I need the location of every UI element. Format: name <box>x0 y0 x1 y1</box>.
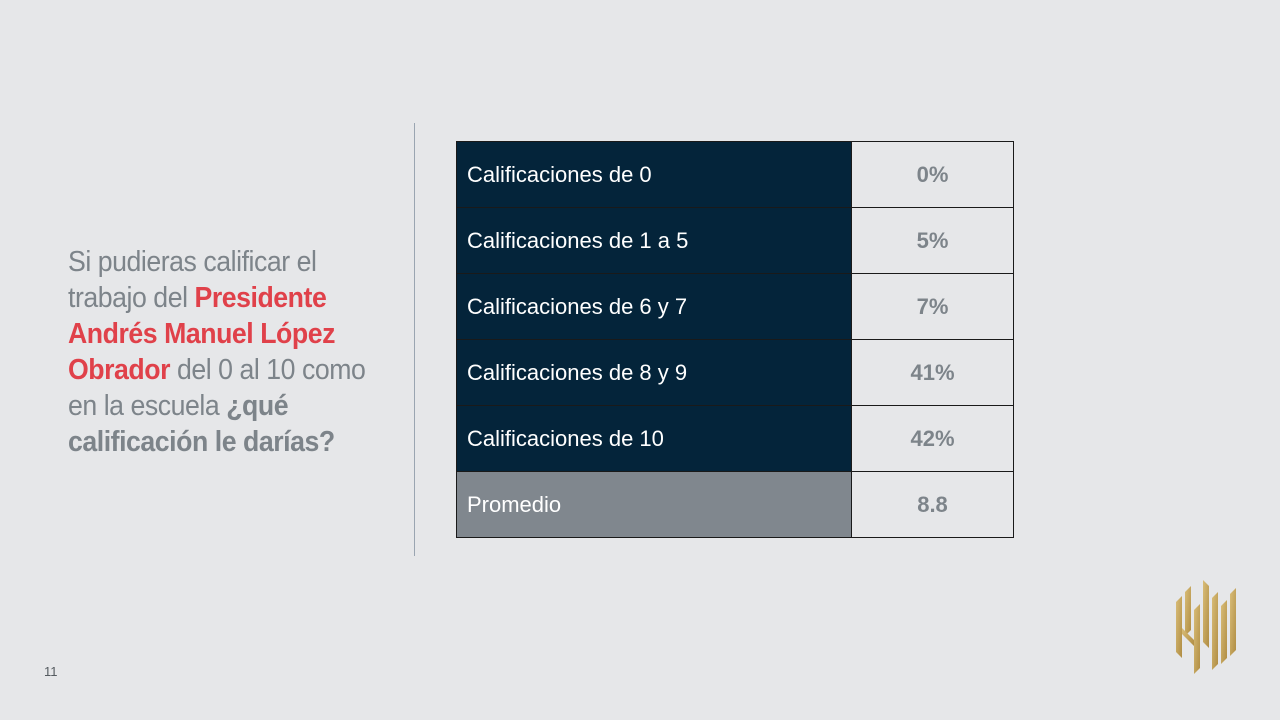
row-label: Calificaciones de 0 <box>456 141 852 208</box>
table-row: Calificaciones de 0 0% <box>456 141 1014 208</box>
average-value: 8.8 <box>851 471 1014 538</box>
table-row: Calificaciones de 6 y 7 7% <box>456 273 1014 340</box>
row-label: Calificaciones de 1 a 5 <box>456 207 852 274</box>
gold-monogram-logo-icon <box>1176 580 1236 674</box>
question-part-2: del 0 al 10 como en la escuela <box>68 354 366 422</box>
row-label: Calificaciones de 8 y 9 <box>456 339 852 406</box>
average-row: Promedio 8.8 <box>456 471 1014 538</box>
average-label: Promedio <box>456 471 852 538</box>
row-value: 42% <box>851 405 1014 472</box>
row-value: 41% <box>851 339 1014 406</box>
table-row: Calificaciones de 10 42% <box>456 405 1014 472</box>
question-part-1: Si pudieras calificar el trabajo del <box>68 246 317 314</box>
table-row: Calificaciones de 1 a 5 5% <box>456 207 1014 274</box>
row-label: Calificaciones de 6 y 7 <box>456 273 852 340</box>
vertical-divider <box>414 123 415 556</box>
table-row: Calificaciones de 8 y 9 41% <box>456 339 1014 406</box>
row-value: 7% <box>851 273 1014 340</box>
question-bold: ¿qué calificación le darías? <box>68 390 335 458</box>
row-value: 5% <box>851 207 1014 274</box>
row-label: Calificaciones de 10 <box>456 405 852 472</box>
question-highlight: Presidente Andrés Manuel López Obrador <box>68 282 335 386</box>
row-value: 0% <box>851 141 1014 208</box>
question-text: Si pudieras calificar el trabajo del Pre… <box>68 244 385 460</box>
results-table: Calificaciones de 0 0% Calificaciones de… <box>456 141 1014 538</box>
page-number: 11 <box>44 664 58 679</box>
